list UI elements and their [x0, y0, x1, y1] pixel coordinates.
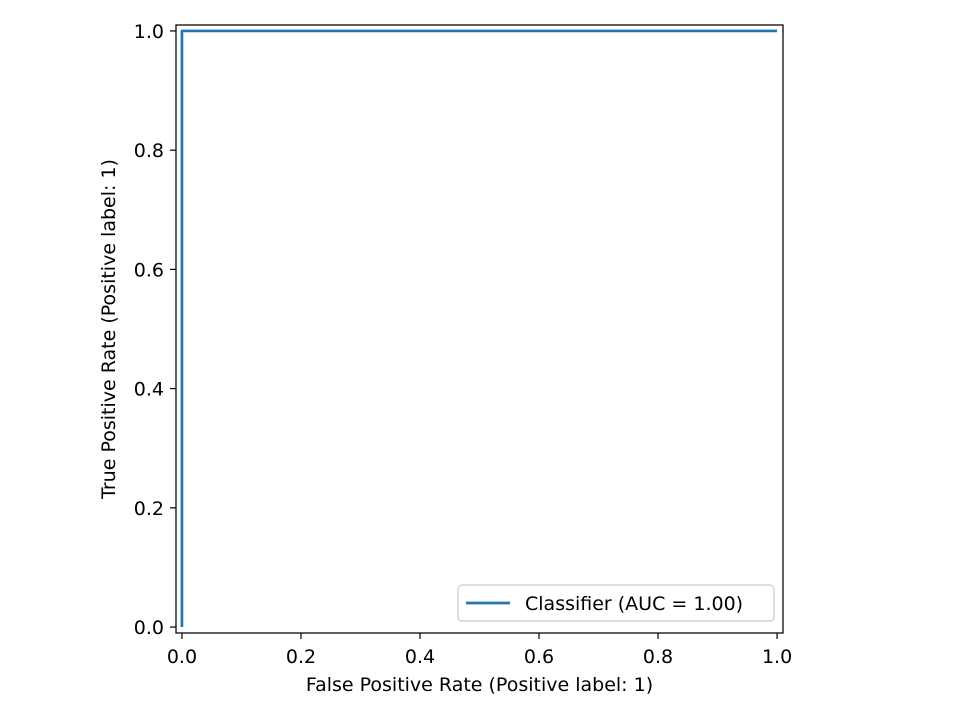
x-axis-ticks: 0.0 0.2 0.4 0.6 0.8 1.0: [167, 633, 792, 668]
y-tick-label: 0.8: [134, 140, 164, 162]
y-tick-label: 1.0: [134, 21, 164, 43]
x-tick-label: 0.0: [167, 646, 197, 668]
y-axis-label: True Positive Rate (Positive label: 1): [98, 159, 120, 500]
legend-box: [457, 584, 775, 622]
x-tick-label: 1.0: [762, 646, 792, 668]
series-line-classifier: [180, 29, 778, 628]
y-axis-ticks: 0.0 0.2 0.4 0.6 0.8 1.0: [134, 21, 176, 639]
y-tick-label: 0.0: [134, 617, 164, 639]
legend-label-classifier: Classifier (AUC = 1.00): [525, 593, 743, 615]
x-tick-label: 0.2: [286, 646, 316, 668]
legend: Classifier (AUC = 1.00): [457, 584, 775, 622]
x-tick-label: 0.6: [524, 646, 554, 668]
axes-frame: [175, 24, 784, 634]
plot-area: [180, 29, 778, 628]
x-axis-label: False Positive Rate (Positive label: 1): [306, 674, 653, 696]
y-tick-label: 0.2: [134, 498, 164, 520]
x-tick-label: 0.8: [643, 646, 673, 668]
x-tick-label: 0.4: [405, 646, 435, 668]
y-tick-label: 0.6: [134, 259, 164, 281]
y-tick-label: 0.4: [134, 379, 164, 401]
